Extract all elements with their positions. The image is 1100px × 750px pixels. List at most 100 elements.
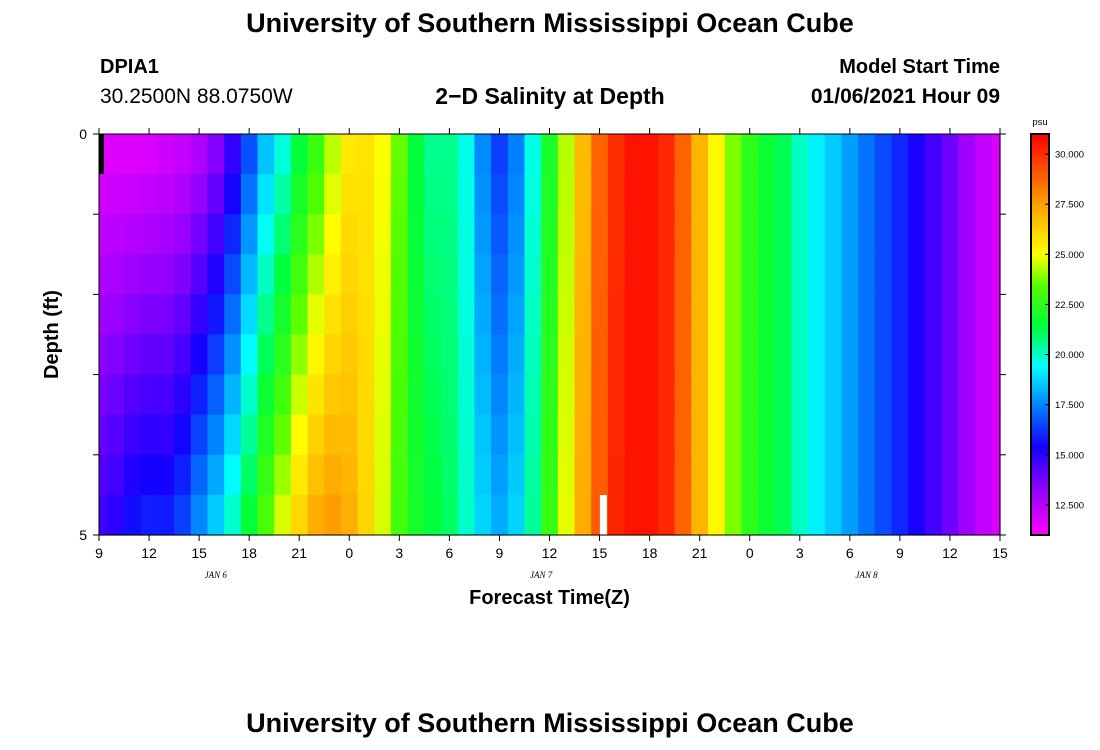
heatmap-cell: [207, 414, 225, 456]
heatmap-cell: [474, 454, 492, 496]
heatmap-cell: [858, 174, 876, 215]
heatmap-cell: [891, 294, 909, 336]
heatmap-cell: [774, 294, 793, 336]
heatmap-cell: [290, 374, 309, 416]
heatmap-cell: [224, 374, 242, 416]
heatmap-cell: [607, 374, 626, 416]
heatmap-cell: [841, 494, 859, 536]
heatmap-cell: [357, 134, 375, 175]
x-tick-label: 9: [95, 545, 103, 561]
heatmap-cell: [307, 494, 325, 536]
heatmap-cell: [958, 494, 976, 536]
heatmap-cell: [274, 214, 292, 255]
heatmap-cell: [641, 174, 659, 215]
y-axis-label: Depth (ft): [41, 290, 63, 379]
heatmap-cell: [924, 494, 943, 536]
heatmap-cell: [891, 414, 909, 456]
colorbar-tick-label: 27.500: [1055, 200, 1084, 211]
heatmap-cell: [474, 414, 492, 456]
heatmap-cell: [290, 214, 309, 255]
heatmap-cell: [691, 134, 709, 175]
heatmap-cell: [107, 214, 125, 255]
surface-marker: [99, 134, 104, 174]
heatmap-cell: [991, 294, 1001, 336]
heatmap-cell: [240, 334, 259, 376]
heatmap-cell: [841, 214, 859, 255]
heatmap-cell: [791, 334, 809, 376]
heatmap-cell: [691, 174, 709, 215]
heatmap-cell: [808, 454, 826, 496]
heatmap-cell: [824, 374, 843, 416]
heatmap-cell: [324, 294, 342, 336]
heatmap-cell: [340, 174, 359, 215]
heatmap-cell: [708, 174, 726, 215]
heatmap-cell: [891, 334, 909, 376]
heatmap-cell: [724, 294, 742, 336]
heatmap-cell: [758, 134, 776, 175]
y-axis: 05: [79, 126, 1006, 543]
station-id: DPIA1: [100, 56, 159, 78]
heatmap-cell: [824, 174, 843, 215]
model-start-label: Model Start Time: [839, 56, 1000, 78]
heatmap-cell: [591, 134, 609, 175]
heatmap-cell: [240, 294, 259, 336]
model-start-value: 01/06/2021 Hour 09: [810, 85, 1000, 108]
heatmap-cell: [641, 414, 659, 456]
heatmap-cell: [507, 214, 526, 255]
heatmap-cell: [808, 134, 826, 175]
plot-title: 2−D Salinity at Depth: [435, 83, 665, 109]
heatmap-cell: [624, 254, 642, 295]
heatmap-cell: [874, 294, 893, 336]
heatmap-cell: [641, 134, 659, 175]
heatmap-cell: [557, 294, 576, 336]
heatmap-cell: [174, 454, 192, 496]
heatmap-cell: [357, 414, 375, 456]
x-date-label: JAN 8: [855, 570, 878, 580]
heatmap-cell: [974, 334, 993, 376]
heatmap-cell: [557, 134, 576, 175]
heatmap-cell: [507, 174, 526, 215]
heatmap-cell: [858, 334, 876, 376]
heatmap-cell: [457, 174, 476, 215]
heatmap-cell: [991, 334, 1001, 376]
heatmap-cell: [874, 134, 893, 175]
heatmap-cell: [908, 294, 926, 336]
heatmap-cell: [708, 294, 726, 336]
heatmap-cell: [424, 214, 442, 255]
heatmap-cell: [724, 254, 742, 295]
heatmap-cell: [607, 334, 626, 376]
heatmap-cell: [491, 374, 509, 416]
heatmap-cell: [424, 374, 442, 416]
heatmap-cell: [758, 494, 776, 536]
heatmap-cell: [858, 374, 876, 416]
heatmap-cell: [441, 254, 459, 295]
heatmap-cell: [858, 214, 876, 255]
heatmap-cell: [124, 454, 142, 496]
heatmap-cell: [240, 134, 259, 175]
heatmap-cell: [474, 254, 492, 295]
heatmap-cell: [741, 134, 759, 175]
heatmap-cell: [607, 494, 626, 536]
heatmap-cell: [124, 374, 142, 416]
heatmap-cell: [324, 174, 342, 215]
heatmap-cell: [774, 374, 793, 416]
heatmap-cell: [274, 174, 292, 215]
x-tick-label: 18: [642, 545, 658, 561]
heatmap-cell: [741, 454, 759, 496]
x-tick-label: 3: [395, 545, 403, 561]
heatmap-cell: [758, 454, 776, 496]
x-tick-label: 21: [692, 545, 708, 561]
heatmap-cell: [524, 414, 542, 456]
heatmap-cell: [390, 374, 409, 416]
heatmap-cell: [290, 414, 309, 456]
heatmap-cell: [724, 334, 742, 376]
heatmap-cell: [808, 374, 826, 416]
heatmap-cell: [441, 494, 459, 536]
station-coordinates: 30.2500N 88.0750W: [100, 85, 293, 108]
heatmap-cell: [207, 174, 225, 215]
heatmap-cell: [507, 294, 526, 336]
heatmap-cell: [941, 454, 959, 496]
heatmap-cell: [974, 214, 993, 255]
heatmap-cell: [491, 414, 509, 456]
heatmap-cell: [541, 294, 559, 336]
